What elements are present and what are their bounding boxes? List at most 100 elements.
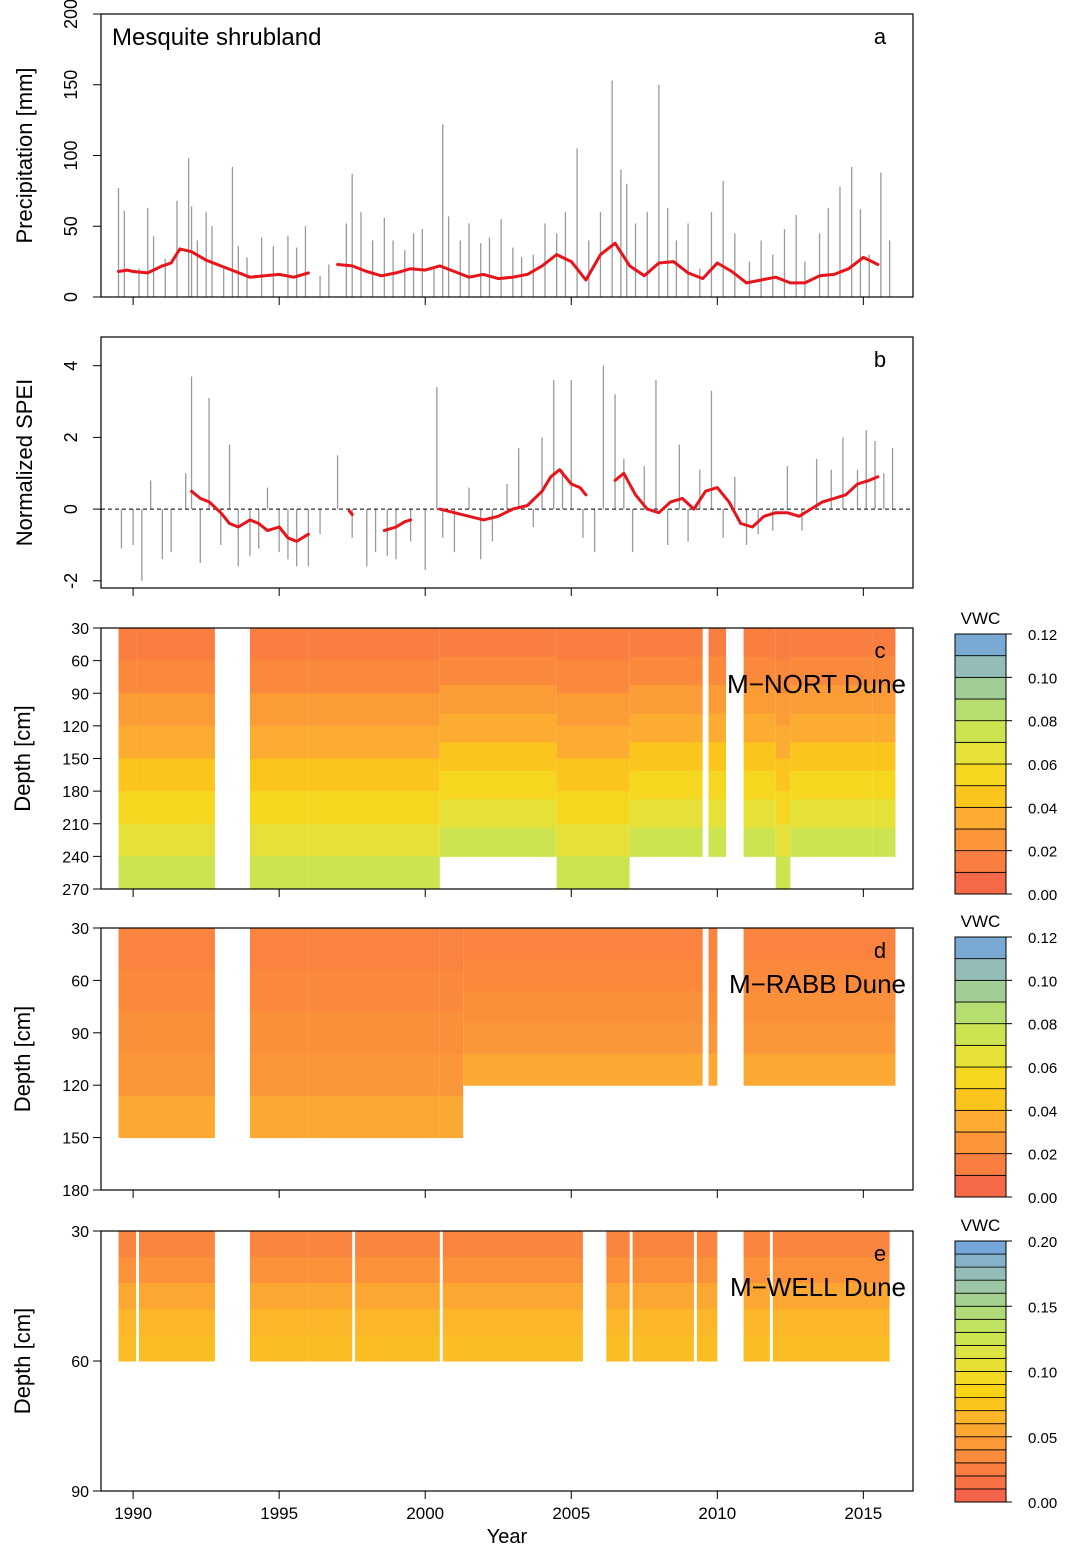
heatmap-cell xyxy=(439,628,557,658)
colorbar-level xyxy=(954,1397,1007,1412)
heatmap-cell xyxy=(439,713,557,743)
heatmap-cell xyxy=(249,1053,309,1097)
panel-letter: a xyxy=(874,24,887,49)
heatmap-cell xyxy=(872,799,896,829)
heatmap-cell xyxy=(118,1257,137,1284)
heatmap-cell xyxy=(118,1335,137,1362)
panel-a xyxy=(93,13,914,305)
heatmap-cell xyxy=(629,827,694,857)
heatmap-cell xyxy=(872,656,896,686)
heatmap-cell xyxy=(743,799,776,829)
colorbar-level xyxy=(954,676,1007,700)
heatmap-cell xyxy=(249,1257,309,1284)
heatmap-cell xyxy=(790,628,873,658)
heatmap-cell xyxy=(249,1011,309,1055)
heatmap-cell xyxy=(775,725,791,759)
colorbar-tick-label: 0.00 xyxy=(1028,887,1057,904)
colorbar-tick-label: 0.06 xyxy=(1028,757,1057,774)
colorbar-tick-label: 0.08 xyxy=(1028,714,1057,731)
heatmap-cell xyxy=(355,1283,440,1310)
colorbar-tick-label: 0.08 xyxy=(1028,1017,1057,1034)
heatmap-cell xyxy=(249,1309,309,1336)
heatmap-cell xyxy=(872,827,896,857)
heatmap-cell xyxy=(693,742,703,772)
colorbar-tick-label: 0.04 xyxy=(1028,800,1057,817)
heatmap-cell xyxy=(136,856,215,890)
heatmap-cell xyxy=(138,1283,215,1310)
colorbar-tick-label: 0.15 xyxy=(1028,1299,1057,1316)
panel-b xyxy=(93,336,914,596)
colorbar-level xyxy=(954,1475,1007,1490)
heatmap-cell xyxy=(439,799,557,829)
heatmap-cell xyxy=(708,799,727,829)
x-tick-label: 1990 xyxy=(114,1504,152,1523)
y-tick-label: 30 xyxy=(71,921,89,938)
heatmap-cell xyxy=(249,725,309,759)
heatmap-cell xyxy=(872,770,896,800)
heatmap-cell xyxy=(249,693,309,727)
heatmap-cell xyxy=(308,1257,353,1284)
colorbar-level xyxy=(954,1131,1007,1155)
heatmap-cell xyxy=(708,928,718,960)
heatmap-cell xyxy=(790,742,873,772)
x-tick-label: 2000 xyxy=(406,1504,444,1523)
series-line xyxy=(117,247,310,279)
heatmap-cell xyxy=(708,990,718,1023)
colorbar-tick-label: 0.02 xyxy=(1028,844,1057,861)
heatmap-cell xyxy=(118,1231,137,1258)
heatmap-cell xyxy=(775,791,791,825)
y-axis-label: Depth [cm] xyxy=(10,1308,35,1414)
heatmap-cell xyxy=(606,1257,630,1284)
colorbar-level xyxy=(954,1292,1007,1307)
heatmap-cell xyxy=(136,758,215,792)
heatmap-cell xyxy=(775,758,791,792)
heatmap-cell xyxy=(743,1053,896,1086)
heatmap-cell xyxy=(556,660,630,694)
heatmap-cell xyxy=(439,685,557,715)
heatmap-cell xyxy=(743,1022,896,1055)
heatmap-cell xyxy=(606,1231,630,1258)
heatmap-cell xyxy=(775,856,791,890)
heatmap-cell xyxy=(118,1053,215,1097)
colorbar-title: VWC xyxy=(961,1216,1001,1235)
y-tick-label: 240 xyxy=(62,849,89,866)
heatmap-cell xyxy=(693,1053,703,1086)
heatmap-cell xyxy=(308,758,440,792)
heatmap-cell xyxy=(308,725,440,759)
colorbar-level xyxy=(954,720,1007,743)
series-line xyxy=(382,518,413,533)
heatmap-cell xyxy=(308,660,440,694)
heatmap-cell xyxy=(696,1257,718,1284)
colorbar-title: VWC xyxy=(961,609,1001,628)
heatmap-cell xyxy=(118,969,215,1013)
colorbar-level xyxy=(954,1305,1007,1320)
heatmap-cell xyxy=(632,1283,694,1310)
heatmap-cell xyxy=(790,656,873,686)
heatmap-cell xyxy=(308,823,440,857)
panel-title: M−NORT Dune xyxy=(727,669,906,699)
y-tick-label: 90 xyxy=(71,1026,89,1043)
y-tick-label: 4 xyxy=(61,361,81,371)
colorbar-tick-label: 0.12 xyxy=(1028,930,1057,947)
heatmap-cell xyxy=(708,1053,718,1086)
heatmap-cell xyxy=(556,823,630,857)
heatmap-cell xyxy=(696,1335,718,1362)
heatmap-cell xyxy=(743,770,776,800)
heatmap-cell xyxy=(693,959,703,992)
heatmap-cell xyxy=(743,827,776,857)
heatmap-cell xyxy=(775,628,791,662)
heatmap-cell xyxy=(463,1022,694,1055)
colorbar-tick-label: 0.00 xyxy=(1028,1495,1057,1512)
heatmap-cell xyxy=(629,799,694,829)
heatmap-cell xyxy=(743,628,776,658)
panel-letter: e xyxy=(874,1241,886,1266)
colorbar-level xyxy=(954,1240,1007,1255)
heatmap-cell xyxy=(249,628,309,662)
colorbar-e xyxy=(954,1240,1012,1503)
heatmap-cell xyxy=(118,1283,137,1310)
heatmap-cell xyxy=(118,928,215,971)
heatmap-cell xyxy=(439,969,464,1013)
heatmap-cell xyxy=(708,713,727,743)
heatmap-cell xyxy=(249,1283,309,1310)
heatmap-cell xyxy=(790,799,873,829)
